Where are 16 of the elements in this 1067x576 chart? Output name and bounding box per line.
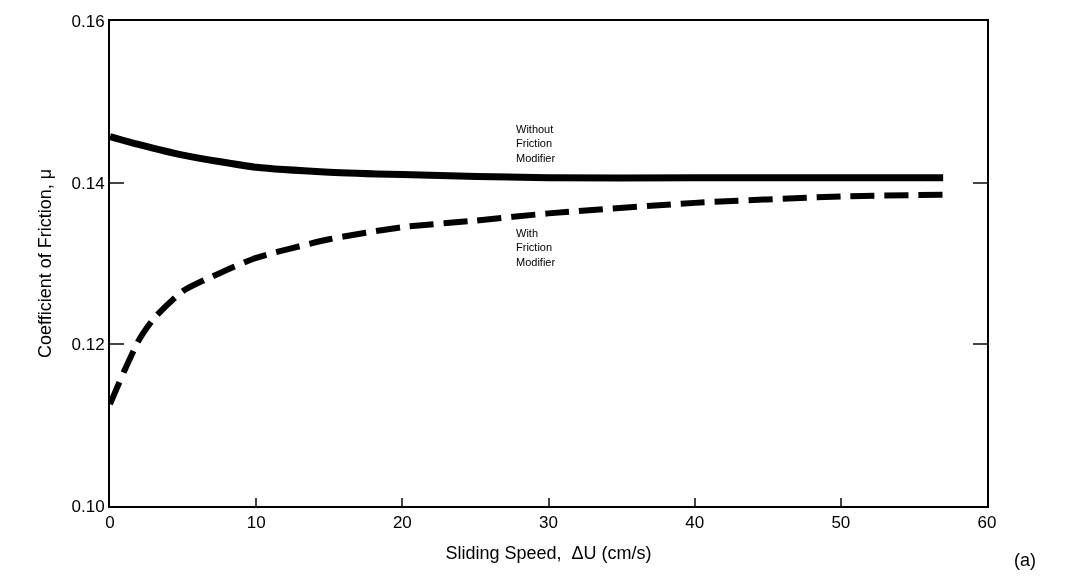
text: (a)	[1014, 550, 1036, 570]
x-tick-label: 10	[246, 513, 266, 533]
y-tick-label: 0.14	[71, 173, 105, 193]
x-tick-label: 0	[105, 513, 115, 533]
x-tick-label: 50	[831, 513, 851, 533]
y-tick-label: 0.16	[71, 11, 105, 31]
y-axis-title: Coefficient of Friction, μ	[35, 168, 56, 359]
y-tick-label: 0.10	[71, 496, 105, 516]
x-tick-label: 20	[392, 513, 412, 533]
series-label: With Friction Modifier	[516, 227, 556, 268]
x-tick-label: 30	[539, 513, 558, 533]
x-tick-label: 60	[977, 513, 997, 533]
x-tick-label: 40	[685, 513, 705, 533]
x-axis-title: Sliding Speed, ΔU (cm/s)	[445, 543, 652, 563]
y-tick-label: 0.12	[71, 335, 105, 355]
series-label: Without Friction Modifier	[516, 123, 556, 164]
